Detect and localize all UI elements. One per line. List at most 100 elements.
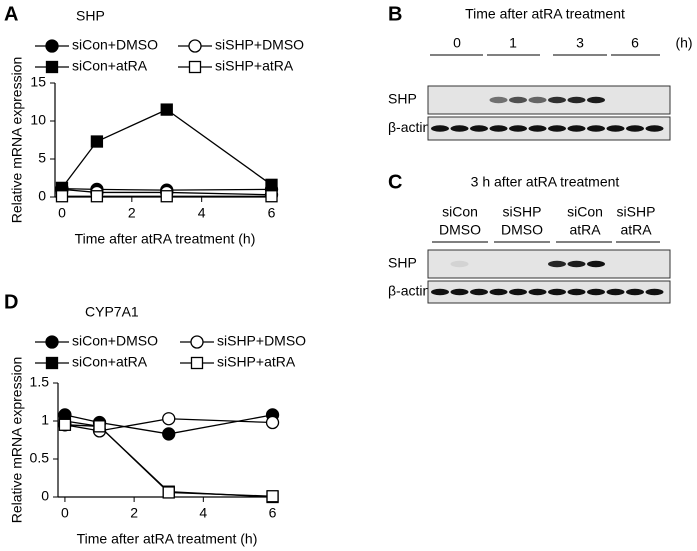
- series-line: [61, 187, 272, 191]
- band: [509, 125, 527, 132]
- band: [587, 260, 605, 268]
- lane-label: 0: [453, 35, 461, 51]
- band: [528, 288, 547, 296]
- x-tick-label: 0: [61, 505, 69, 521]
- legend-marker: [190, 335, 204, 349]
- y-tick-label: 15: [30, 74, 46, 90]
- legend-label: siSHP+atRA: [215, 58, 294, 74]
- band: [470, 288, 488, 296]
- series-line: [64, 414, 273, 435]
- x-tick-label: 6: [269, 505, 277, 521]
- blot-title: Time after atRA treatment: [465, 6, 625, 22]
- data-point: [160, 190, 173, 203]
- legend-marker: [45, 335, 59, 349]
- data-point: [160, 103, 173, 116]
- x-tick-label: 4: [199, 505, 207, 521]
- row-label: SHP: [388, 255, 417, 271]
- lane-label: 1: [509, 35, 517, 51]
- data-point: [265, 415, 280, 430]
- data-point: [265, 178, 278, 191]
- data-point: [90, 135, 104, 148]
- legend-marker: [45, 39, 59, 53]
- lane-label: siSHP: [503, 204, 542, 220]
- y-tick-label: 0: [38, 188, 46, 204]
- band: [528, 125, 547, 132]
- y-axis-label: Relative mRNA expression: [9, 57, 25, 224]
- band: [548, 288, 566, 296]
- data-point: [162, 412, 176, 426]
- x-tick-label: 0: [58, 205, 66, 221]
- lane-label: atRA: [620, 222, 652, 238]
- band: [431, 125, 449, 132]
- x-tick-label: 4: [198, 205, 206, 221]
- band: [509, 96, 527, 104]
- panel-letter: B: [388, 3, 402, 25]
- band: [548, 260, 566, 268]
- band: [567, 96, 586, 104]
- band: [626, 288, 644, 296]
- data-point: [55, 190, 69, 203]
- legend-label: siSHP+DMSO: [217, 333, 306, 349]
- panel-letter: A: [4, 3, 18, 25]
- band: [626, 125, 644, 132]
- lane-label: DMSO: [501, 222, 543, 238]
- lane-label: siCon: [442, 204, 478, 220]
- legend-marker: [45, 60, 59, 74]
- data-point: [266, 490, 279, 503]
- y-tick-label: 10: [30, 112, 46, 128]
- band: [489, 288, 508, 296]
- band: [450, 288, 469, 296]
- x-axis-label: Time after atRA treatment (h): [77, 531, 258, 547]
- legend-label: siCon+atRA: [72, 58, 148, 74]
- band: [548, 96, 566, 104]
- legend-label: siCon+DMSO: [72, 333, 158, 349]
- lane-label: siSHP: [617, 204, 656, 220]
- band: [548, 125, 566, 132]
- y-tick-label: 1.5: [30, 374, 50, 390]
- row-label: SHP: [388, 91, 417, 107]
- x-tick-label: 2: [130, 505, 138, 521]
- band: [509, 288, 527, 296]
- lane-label: 6: [631, 35, 639, 51]
- y-axis-label: Relative mRNA expression: [9, 357, 25, 524]
- chart-title: SHP: [76, 8, 105, 24]
- panel-letter: D: [4, 291, 18, 313]
- data-point: [58, 418, 72, 431]
- band: [587, 288, 605, 296]
- legend-marker: [188, 39, 202, 53]
- legend-label: siSHP+atRA: [217, 354, 296, 370]
- chart-title: CYP7A1: [85, 304, 139, 320]
- band: [606, 125, 625, 132]
- legend-marker: [45, 356, 59, 370]
- data-point: [162, 486, 175, 499]
- legend-label: siCon+atRA: [72, 354, 148, 370]
- y-tick-label: 0: [41, 488, 49, 504]
- band: [645, 125, 664, 132]
- band: [431, 288, 449, 296]
- lane-label: atRA: [569, 222, 601, 238]
- series-line: [61, 108, 272, 189]
- band: [489, 96, 508, 104]
- lane-label: 3: [576, 35, 584, 51]
- lane-label: DMSO: [439, 222, 481, 238]
- panel-letter: C: [388, 171, 402, 193]
- band: [606, 288, 625, 296]
- data-point: [162, 427, 176, 441]
- legend-label: siSHP+DMSO: [215, 37, 304, 53]
- band: [567, 125, 586, 132]
- y-tick-label: 5: [38, 150, 46, 166]
- x-tick-label: 6: [268, 205, 276, 221]
- x-axis-label: Time after atRA treatment (h): [75, 231, 256, 247]
- data-point: [90, 190, 104, 203]
- data-point: [93, 420, 106, 433]
- lane-label: siCon: [567, 204, 603, 220]
- band: [567, 260, 586, 268]
- band: [489, 125, 508, 132]
- series-line: [64, 424, 273, 497]
- row-label: β-actin: [388, 119, 430, 135]
- x-tick-label: 2: [128, 205, 136, 221]
- band: [587, 96, 605, 104]
- band: [567, 288, 586, 296]
- y-tick-label: 1: [41, 412, 49, 428]
